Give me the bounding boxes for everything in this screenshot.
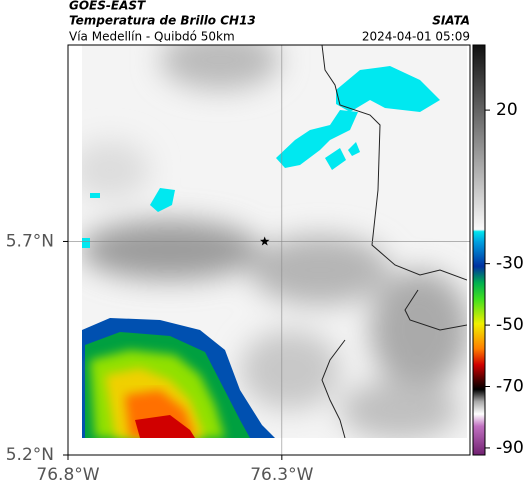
timestamp: 2024-04-01 05:09 — [362, 30, 470, 44]
cold-cloud — [82, 318, 275, 438]
colorbar-label: -50 — [496, 315, 524, 335]
colorbar-label: 20 — [496, 100, 518, 120]
source: SIATA — [432, 14, 470, 28]
location-marker — [260, 236, 270, 246]
title: GOES-EAST — [69, 0, 146, 13]
colorbar — [472, 44, 486, 456]
x-tick-label: 76.8°W — [36, 465, 99, 485]
colorbar-label: -70 — [496, 377, 524, 397]
map-frame — [67, 44, 471, 456]
x-tick-label: 76.3°W — [250, 465, 313, 485]
satellite-image — [82, 45, 467, 438]
colorbar-label: -90 — [496, 438, 524, 458]
place: Vía Medellín - Quibdó 50km — [69, 30, 235, 44]
colorbar-label: -30 — [496, 254, 524, 274]
subtitle: Temperatura de Brillo CH13 — [69, 14, 256, 28]
y-tick-label: 5.2°N — [6, 445, 54, 465]
y-tick-label: 5.7°N — [6, 231, 54, 251]
